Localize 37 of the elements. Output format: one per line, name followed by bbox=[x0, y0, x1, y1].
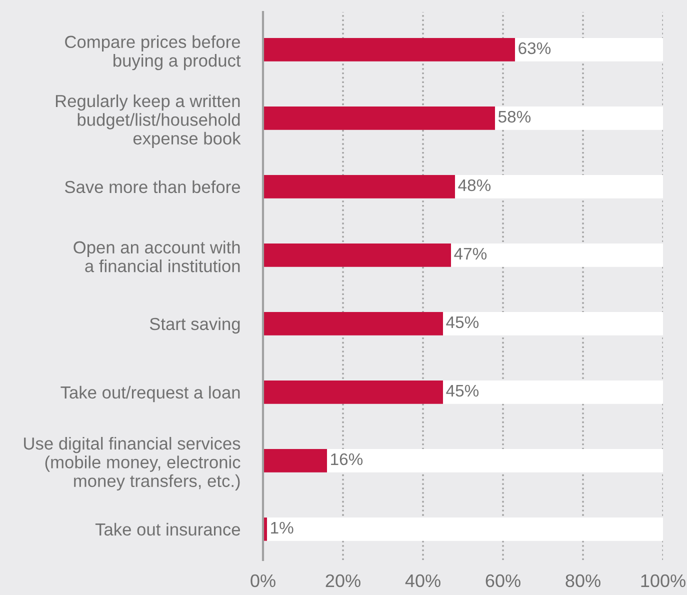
bar bbox=[327, 449, 663, 472]
data-label: 45% bbox=[446, 384, 479, 397]
x-tick-label: 40% bbox=[405, 574, 440, 588]
y-tick-label: Take out/request a loan bbox=[60, 386, 240, 402]
bar bbox=[455, 175, 663, 198]
bar bbox=[263, 175, 455, 198]
x-tick-label: 100% bbox=[641, 574, 686, 588]
y-tick-label: Take out insurance bbox=[95, 522, 240, 536]
data-label: 63% bbox=[518, 42, 551, 54]
x-tick-label: 80% bbox=[566, 574, 600, 588]
y-tick-label: Compare prices before buying a product bbox=[65, 35, 241, 70]
bar bbox=[451, 244, 663, 267]
data-label: 58% bbox=[498, 110, 531, 123]
x-tick-label: 20% bbox=[326, 574, 360, 588]
bar bbox=[263, 244, 451, 267]
y-tick-label: Use digital financial services (mobile money, electronic money transfers, etc.) bbox=[24, 436, 240, 491]
x-tick-label: 60% bbox=[486, 574, 520, 588]
data-label: 16% bbox=[331, 453, 363, 466]
data-label: 45% bbox=[446, 316, 479, 328]
bar bbox=[263, 380, 443, 404]
x-tick-label: 0% bbox=[250, 574, 276, 588]
bar bbox=[495, 106, 663, 130]
data-label: 1% bbox=[271, 522, 294, 534]
bar bbox=[267, 518, 663, 541]
bar bbox=[443, 312, 663, 336]
y-tick-label: Regularly keep a written budget/list/household expense book bbox=[56, 94, 241, 148]
bar bbox=[515, 38, 663, 62]
y-tick-label: Open an account with a financial institution bbox=[74, 240, 240, 272]
bar bbox=[263, 106, 495, 130]
bar bbox=[263, 312, 443, 336]
bar bbox=[263, 38, 515, 62]
y-tick-label: Start saving bbox=[150, 317, 240, 334]
bar bbox=[443, 380, 663, 404]
y-tick-label: Save more than before bbox=[64, 180, 240, 194]
bar bbox=[263, 449, 327, 472]
data-label: 47% bbox=[454, 248, 487, 260]
data-label: 48% bbox=[458, 179, 491, 192]
